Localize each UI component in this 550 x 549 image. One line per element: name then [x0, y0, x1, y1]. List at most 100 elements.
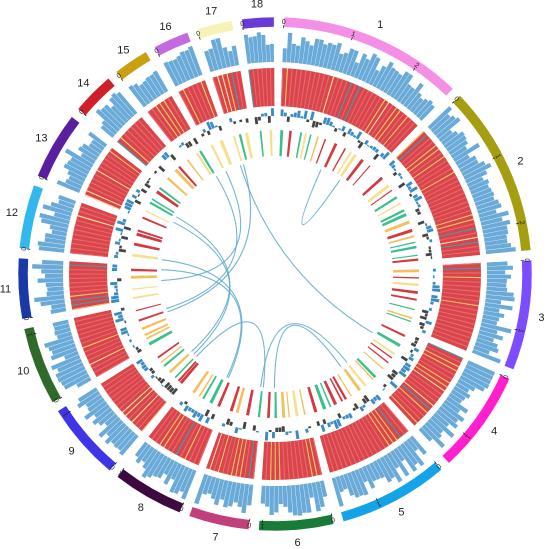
heatmap-stripe [434, 325, 472, 339]
heatmap-stripe [78, 323, 115, 336]
signal-bar [357, 141, 364, 149]
tick-label: 1 [350, 31, 356, 39]
gene-mark [280, 391, 286, 418]
signal-bar [331, 125, 336, 128]
heatmap-segment [117, 117, 167, 167]
heatmap-stripe [163, 100, 185, 133]
inner-gene-track [131, 130, 419, 419]
density-bar [219, 479, 229, 500]
gene-mark [286, 130, 292, 157]
density-bar [49, 224, 68, 233]
heatmap-stripe [305, 439, 314, 477]
gene-mark [131, 286, 158, 290]
signal-bar [255, 430, 259, 433]
gene-mark [392, 258, 419, 264]
signal-bar [179, 401, 184, 406]
density-bar [286, 32, 293, 63]
signal-bar [114, 285, 118, 289]
density-bar [461, 160, 486, 177]
density-bar [207, 476, 217, 495]
gene-mark [259, 130, 264, 157]
heatmap-stripe [175, 421, 195, 456]
signal-bar [326, 422, 332, 428]
heatmap-stripe [70, 252, 108, 258]
tick-mark [331, 513, 333, 517]
density-bar [465, 364, 494, 381]
signal-bar [115, 227, 124, 232]
signal-bar [132, 344, 136, 349]
signal-bar [140, 361, 145, 366]
gene-mark [279, 130, 284, 157]
heatmap-stripe [337, 429, 353, 466]
heatmap-stripe [86, 190, 122, 207]
signal-bar [410, 342, 417, 348]
heatmap-stripe [367, 413, 390, 446]
heatmap-stripe [433, 205, 470, 219]
signal-bar [372, 146, 377, 152]
tick-mark [182, 502, 185, 506]
signal-bar [210, 413, 216, 420]
density-bar [260, 485, 266, 504]
signal-bar [424, 223, 428, 227]
density-bar [450, 145, 468, 159]
density-bar [430, 113, 451, 133]
synteny-link [301, 169, 341, 226]
heatmap-stripe [130, 126, 158, 155]
signal-bar [183, 400, 188, 405]
heatmap-stripe [427, 188, 463, 205]
heatmap-stripe [69, 284, 108, 289]
gene-mark [179, 362, 199, 384]
gene-mark [136, 232, 162, 243]
density-bar [485, 298, 502, 305]
chromosome-label-5: 5 [398, 506, 404, 518]
signal-bar [349, 131, 355, 137]
chromosome-14 [77, 77, 116, 116]
heatmap-stripe [107, 372, 140, 396]
signal-bar [342, 131, 347, 137]
density-bar [104, 422, 127, 445]
gene-mark [319, 382, 332, 408]
signal-bar [120, 307, 125, 311]
density-bar [311, 482, 321, 512]
heatmap-stripe [217, 435, 230, 473]
density-bar [100, 107, 123, 129]
synteny-link [239, 165, 373, 334]
density-bar [265, 44, 271, 63]
heatmap-stripe [91, 350, 126, 370]
heatmap-stripe [70, 291, 109, 297]
heatmap-stripe [422, 175, 457, 195]
density-bar [57, 365, 86, 383]
signal-bar [400, 367, 407, 374]
density-bar [357, 58, 370, 81]
signal-bar [146, 180, 150, 184]
signal-bar [252, 425, 257, 431]
signal-bar [290, 113, 294, 118]
gene-mark [199, 150, 215, 174]
density-bar [170, 462, 182, 481]
density-bar [40, 299, 65, 307]
heatmap-stripe [370, 411, 394, 444]
heatmap-stripe [72, 233, 111, 242]
heatmap-stripe [329, 432, 344, 469]
heatmap-stripe [292, 69, 298, 107]
signal-bar [308, 426, 312, 429]
gene-mark [380, 209, 405, 223]
density-bar [450, 389, 466, 401]
signal-bar [325, 117, 331, 126]
signal-bar [305, 428, 309, 433]
heatmap-stripe [441, 291, 480, 298]
heatmap-stripe [398, 134, 428, 161]
signal-bar [206, 121, 212, 131]
signal-bar [421, 309, 429, 314]
heatmap-segment [178, 80, 218, 126]
chromosome-label-12: 12 [6, 207, 18, 219]
signal-bar [110, 298, 120, 304]
density-bar [78, 146, 98, 161]
signal-bar [187, 140, 193, 147]
density-bar [347, 472, 360, 498]
gene-mark [323, 380, 338, 406]
density-bar [403, 82, 424, 108]
density-bar [47, 286, 64, 292]
signal-bar [128, 339, 133, 343]
signal-bar [131, 194, 138, 200]
